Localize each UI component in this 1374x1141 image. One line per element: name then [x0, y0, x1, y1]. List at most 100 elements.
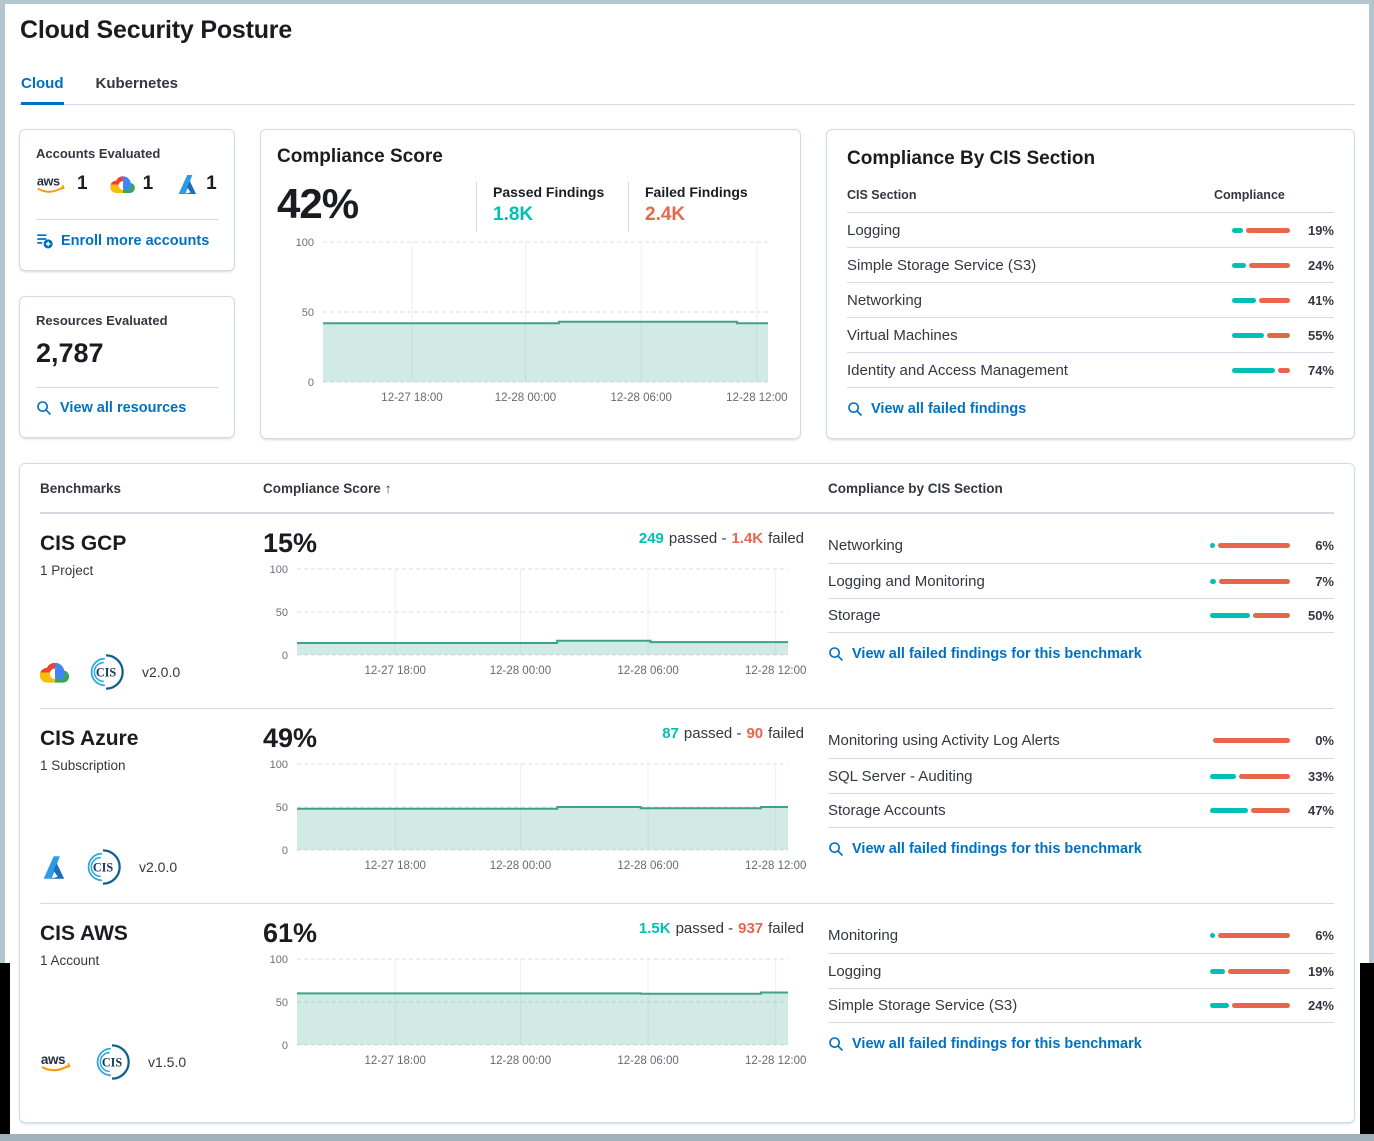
search-icon	[36, 400, 52, 416]
svg-text:CIS: CIS	[96, 665, 117, 679]
passed-failed-summary: 1.5K passed - 937 failed	[638, 920, 804, 937]
cis-section-card-title: Compliance By CIS Section	[847, 148, 1096, 169]
cis-section-row: Logging 19%	[828, 953, 1334, 988]
cis-section-row: Storage 50%	[828, 598, 1334, 633]
compliance-bar	[1232, 367, 1290, 373]
tab-kubernetes[interactable]: Kubernetes	[95, 75, 179, 92]
view-failed-findings-benchmark-label: View all failed findings for this benchm…	[852, 841, 1142, 857]
compliance-score-column-header[interactable]: Compliance Score ↑	[263, 480, 392, 496]
azure-account-count: 1	[175, 173, 217, 195]
compliance-by-cis-section-card: Compliance By CIS Section CIS Section Co…	[826, 129, 1355, 439]
cis-logo-icon: CIS	[83, 847, 123, 887]
compliance-pct: 74%	[1307, 362, 1334, 378]
cis-section-label: SQL Server - Auditing	[828, 767, 973, 785]
svg-text:50: 50	[276, 802, 288, 814]
svg-text:12-28 12:00: 12-28 12:00	[726, 392, 787, 404]
cis-section-label: Monitoring	[828, 927, 899, 944]
svg-text:12-28 00:00: 12-28 00:00	[495, 392, 556, 404]
view-failed-findings-benchmark-link[interactable]: View all failed findings for this benchm…	[828, 1036, 1142, 1052]
svg-text:0: 0	[282, 1040, 288, 1052]
compliance-pct: 7%	[1315, 573, 1334, 589]
gcp-account-count: 1	[109, 173, 153, 195]
benchmark-score: 15%	[263, 528, 318, 558]
aws-icon: aws	[36, 173, 70, 195]
svg-text:12-28 12:00: 12-28 12:00	[745, 665, 806, 677]
cis-section-row: Logging and Monitoring 7%	[828, 563, 1334, 598]
benchmark-subtitle: 1 Account	[40, 953, 100, 968]
cis-section-label: Networking	[828, 537, 904, 554]
compliance-bar	[1210, 808, 1290, 813]
cis-section-row: Virtual Machines 55%	[847, 317, 1334, 352]
view-all-resources-label: View all resources	[60, 400, 187, 416]
svg-text:aws: aws	[41, 1052, 65, 1067]
cis-section-label: Networking	[847, 291, 923, 309]
view-all-resources-link[interactable]: View all resources	[36, 400, 186, 416]
cis-section-row: Networking 6%	[828, 528, 1334, 563]
compliance-bar	[1210, 613, 1290, 618]
cis-section-column-header: CIS Section	[847, 188, 917, 202]
benchmark-name: CIS GCP	[40, 532, 127, 555]
compliance-bar	[1232, 297, 1290, 303]
aws-icon: aws	[40, 1050, 76, 1074]
view-failed-findings-benchmark-link[interactable]: View all failed findings for this benchm…	[828, 646, 1142, 662]
benchmarks-card: Benchmarks Compliance Score ↑ Compliance …	[19, 463, 1355, 1123]
cis-logo-icon: CIS	[86, 652, 126, 692]
benchmark-row-cis-aws: CIS AWS 1 Account aws	[40, 903, 1334, 1098]
resources-evaluated-title: Resources Evaluated	[36, 313, 168, 328]
cis-section-label: Logging	[828, 962, 882, 980]
resources-evaluated-card: Resources Evaluated 2,787 View all resou…	[19, 296, 235, 438]
screen-black-edge-right	[1360, 963, 1374, 1134]
benchmark-row-cis-gcp: CIS GCP 1 Project	[40, 513, 1334, 708]
cis-section-label: Monitoring using Activity Log Alerts	[828, 732, 1060, 749]
search-icon	[847, 401, 863, 417]
search-icon	[828, 1036, 844, 1052]
svg-text:50: 50	[276, 607, 288, 619]
svg-text:12-28 06:00: 12-28 06:00	[610, 392, 671, 404]
compliance-pct: 19%	[1307, 222, 1334, 238]
view-all-failed-findings-link[interactable]: View all failed findings	[847, 401, 1026, 417]
summary-section: Accounts Evaluated aws	[19, 129, 1355, 439]
enroll-accounts-icon	[36, 232, 53, 249]
svg-text:100: 100	[270, 954, 288, 966]
azure-count: 1	[206, 173, 217, 194]
svg-text:CIS: CIS	[102, 1055, 123, 1069]
cis-section-label: Storage	[828, 607, 881, 624]
passed-findings-value: 1.8K	[493, 204, 534, 225]
compliance-bar	[1210, 933, 1290, 938]
benchmark-version: v2.0.0	[139, 859, 178, 875]
app-window: Cloud Security Posture Cloud Kubernetes …	[5, 4, 1369, 1134]
cis-section-row: SQL Server - Auditing 33%	[828, 758, 1334, 793]
accounts-evaluated-card: Accounts Evaluated aws	[19, 129, 235, 271]
benchmark-subtitle: 1 Project	[40, 563, 94, 578]
passed-failed-summary: 249 passed - 1.4K failed	[638, 530, 804, 547]
svg-text:CIS: CIS	[93, 860, 114, 874]
cis-section-row: Simple Storage Service (S3) 24%	[847, 247, 1334, 282]
compliance-score-card: Compliance Score 42% Passed Findings 1.8…	[260, 129, 801, 439]
failed-findings-stat: Failed Findings 2.4K	[628, 182, 758, 232]
cis-azure-trend-chart: 100 50 0 12-27 18:00 12-28 00:00 12-28 06:00 1…	[263, 758, 807, 881]
view-failed-findings-benchmark-label: View all failed findings for this benchm…	[852, 646, 1142, 662]
svg-text:12-27 18:00: 12-27 18:00	[365, 1055, 426, 1067]
compliance-pct: 50%	[1307, 608, 1334, 623]
enroll-more-accounts-link[interactable]: Enroll more accounts	[36, 232, 209, 249]
search-icon	[828, 841, 844, 857]
compliance-bar	[1210, 968, 1290, 974]
view-failed-findings-benchmark-link[interactable]: View all failed findings for this benchm…	[828, 841, 1142, 857]
passed-findings-stat: Passed Findings 1.8K	[476, 182, 606, 232]
cis-section-row: Monitoring using Activity Log Alerts 0%	[828, 723, 1334, 758]
view-all-failed-findings-label: View all failed findings	[871, 401, 1027, 417]
passed-findings-label: Passed Findings	[493, 184, 605, 200]
svg-text:12-28 12:00: 12-28 12:00	[745, 860, 806, 872]
cis-section-label: Storage Accounts	[828, 802, 946, 819]
compliance-pct: 19%	[1307, 963, 1334, 979]
svg-text:50: 50	[302, 307, 314, 319]
screen-bottom-bar	[0, 1134, 1374, 1141]
compliance-pct: 6%	[1315, 928, 1334, 943]
tab-cloud[interactable]: Cloud	[21, 75, 64, 105]
compliance-bar	[1232, 332, 1290, 338]
cis-section-row: Logging 19%	[847, 212, 1334, 247]
compliance-pct: 24%	[1307, 257, 1334, 273]
svg-text:100: 100	[296, 237, 314, 249]
page-title: Cloud Security Posture	[20, 16, 293, 44]
